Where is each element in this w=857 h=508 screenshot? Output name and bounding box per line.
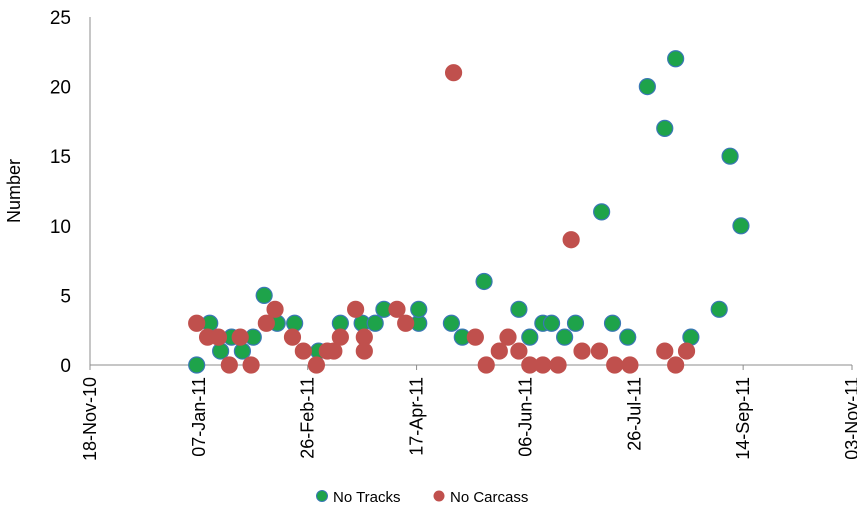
no-tracks-point [603, 314, 622, 332]
y-tick-label: 15 [50, 147, 71, 168]
no-tracks-point [521, 328, 539, 346]
no-tracks-point [619, 328, 637, 346]
no-carcass-point [355, 342, 373, 360]
no-carcass-point [606, 356, 624, 374]
no-carcass-point [307, 356, 326, 374]
legend-label-no-tracks: No Tracks [333, 489, 401, 506]
x-tick-label: 14-Sep-11 [733, 377, 753, 460]
no-carcass-point [466, 328, 484, 346]
no-carcass-point [242, 356, 260, 374]
legend-label-no-carcass: No Carcass [450, 489, 528, 506]
no-tracks-point [721, 147, 739, 165]
no-tracks-point [566, 314, 585, 332]
no-carcass-point [534, 356, 552, 374]
no-carcass-point [621, 356, 639, 374]
no-carcass-point [477, 356, 495, 374]
legend: No Tracks No Carcass [316, 489, 528, 506]
legend-marker-no-tracks [316, 490, 328, 502]
no-carcass-point [490, 342, 508, 360]
no-carcass-point [388, 300, 406, 318]
y-tick-label: 25 [50, 8, 71, 29]
series-no-carcass [188, 64, 696, 374]
no-carcass-point [220, 356, 238, 374]
no-carcass-point [549, 356, 567, 374]
no-carcass-point [347, 300, 365, 318]
x-tick-label: 26-Feb-11 [298, 377, 318, 459]
x-axis-tick-labels: 18-Nov-10 07-Jan-11 26-Feb-11 17-Apr-11 06-J… [80, 377, 857, 461]
no-carcass-point [397, 314, 415, 332]
no-tracks-point [410, 300, 428, 318]
no-tracks-point [510, 300, 528, 318]
no-carcass-point [656, 342, 674, 360]
no-carcass-point [667, 356, 685, 374]
no-tracks-point [638, 77, 656, 96]
x-tick-label: 18-Nov-10 [80, 377, 100, 461]
no-carcass-point [499, 328, 517, 346]
legend-marker-no-carcass [433, 490, 445, 502]
no-carcass-point [444, 64, 463, 82]
no-carcass-point [266, 300, 284, 318]
y-axis-tick-labels: 0 5 10 15 20 25 [50, 8, 71, 377]
no-tracks-point [442, 314, 461, 332]
no-carcass-point [677, 342, 696, 360]
no-carcass-point [331, 328, 349, 346]
y-tick-label: 10 [50, 217, 71, 238]
no-tracks-point [556, 328, 574, 346]
no-tracks-point [255, 286, 273, 304]
x-tick-label: 26-Jul-11 [624, 377, 644, 451]
y-tick-label: 20 [50, 78, 71, 99]
no-tracks-point [593, 203, 611, 221]
x-tick-label: 07-Jan-11 [189, 377, 209, 457]
no-tracks-point [212, 342, 230, 360]
no-carcass-point [510, 342, 528, 360]
no-carcass-point [573, 342, 591, 360]
no-carcass-point [209, 328, 228, 346]
no-tracks-point [475, 272, 493, 291]
no-tracks-point [656, 119, 674, 137]
no-tracks-point [286, 314, 304, 332]
data-series-layer [188, 50, 750, 374]
no-carcass-point [257, 314, 275, 332]
x-tick-label: 06-Jun-11 [515, 377, 535, 457]
no-tracks-point [188, 356, 206, 374]
no-carcass-point [283, 328, 302, 346]
no-carcass-point [325, 342, 343, 360]
no-tracks-point [233, 342, 251, 360]
no-tracks-point [366, 314, 384, 332]
x-tick-label: 03-Nov-11 [842, 377, 857, 460]
no-carcass-point [294, 342, 312, 360]
no-tracks-point [667, 50, 685, 68]
y-tick-label: 5 [60, 286, 71, 307]
no-carcass-point [590, 342, 609, 360]
no-tracks-point [542, 314, 561, 332]
no-tracks-point [710, 300, 728, 318]
no-carcass-point [188, 314, 206, 332]
no-carcass-point [231, 328, 249, 346]
no-tracks-point [732, 217, 750, 235]
x-tick-label: 17-Apr-11 [407, 377, 427, 456]
y-axis-title: Number [4, 159, 24, 223]
no-carcass-point [562, 231, 580, 249]
y-tick-label: 0 [60, 356, 71, 377]
